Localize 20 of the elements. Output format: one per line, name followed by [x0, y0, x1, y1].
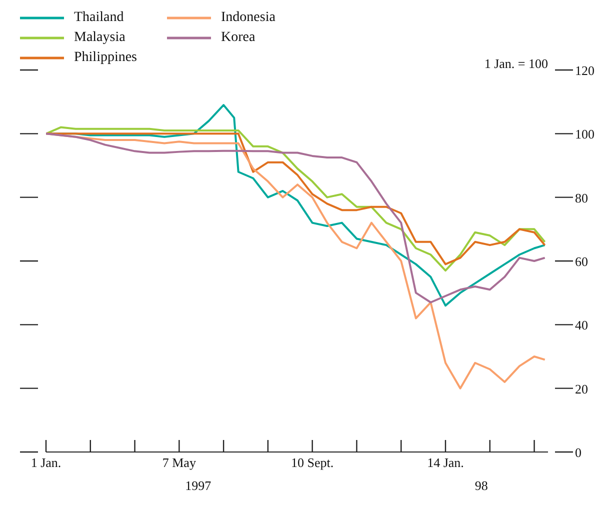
legend-label: Thailand: [74, 10, 124, 26]
line-series: [46, 132, 546, 304]
y-tick-label: 0: [575, 445, 582, 460]
legend-label: Malaysia: [74, 30, 126, 46]
x-tick-label: 7 May: [162, 455, 196, 470]
y-tick-label: 120: [575, 63, 594, 78]
text: 98: [474, 478, 489, 494]
x-tick-label: 1 Jan.: [30, 455, 62, 470]
y-tick-label: 20: [575, 381, 588, 396]
text: 1997: [184, 478, 212, 494]
x-tick-label: 10 Sept.: [291, 455, 334, 470]
legend-label: Indonesia: [221, 10, 276, 26]
x-tick-label: 14 Jan.: [427, 455, 464, 470]
legend-label: Korea: [221, 30, 256, 46]
y-tick-label: 40: [575, 318, 588, 333]
y-tick-label: 80: [575, 190, 588, 206]
y-tick-label: 100: [575, 126, 594, 142]
legend-label: Philippines: [74, 50, 138, 66]
y-axis-title: 1 Jan. = 100: [484, 56, 548, 72]
y-tick-label: 60: [575, 254, 588, 269]
